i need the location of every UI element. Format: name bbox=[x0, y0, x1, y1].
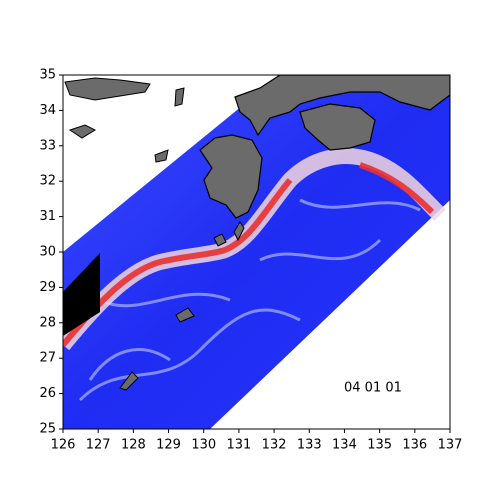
land bbox=[154, 149, 169, 163]
land bbox=[199, 134, 263, 219]
y-tick-label: 32 bbox=[39, 174, 56, 189]
y-tick-label: 31 bbox=[39, 209, 56, 224]
x-tick-label: 129 bbox=[156, 438, 181, 453]
y-tick-label: 28 bbox=[39, 315, 56, 330]
y-tick-label: 35 bbox=[39, 68, 56, 83]
x-tick-label: 136 bbox=[402, 438, 427, 453]
land bbox=[299, 103, 376, 151]
y-tick-label: 33 bbox=[39, 138, 56, 153]
x-tick-label: 134 bbox=[332, 438, 357, 453]
land bbox=[119, 371, 139, 391]
y-tick-label: 29 bbox=[39, 280, 56, 295]
x-tick-label: 131 bbox=[226, 438, 251, 453]
y-tick-label: 26 bbox=[39, 386, 56, 401]
y-tick-label: 27 bbox=[39, 351, 56, 366]
land bbox=[233, 221, 245, 242]
land bbox=[175, 307, 195, 323]
y-tick-label: 25 bbox=[39, 422, 56, 437]
masked-region bbox=[63, 253, 100, 336]
y-tick-label: 34 bbox=[39, 103, 56, 118]
y-tick-label: 30 bbox=[39, 245, 56, 260]
current-core bbox=[63, 162, 435, 347]
x-tick-label: 130 bbox=[191, 438, 216, 453]
eddy-field bbox=[78, 198, 421, 402]
land bbox=[174, 87, 185, 107]
x-tick-label: 133 bbox=[297, 438, 322, 453]
land bbox=[68, 124, 97, 139]
x-tick-label: 128 bbox=[121, 438, 146, 453]
x-tick-label: 132 bbox=[262, 438, 287, 453]
x-tick-label: 135 bbox=[367, 438, 392, 453]
land bbox=[234, 75, 450, 137]
map-field bbox=[63, 75, 450, 429]
land bbox=[213, 233, 227, 247]
x-tick-label: 127 bbox=[86, 438, 111, 453]
annotation: 04 01 01 bbox=[344, 381, 402, 396]
land bbox=[64, 77, 151, 101]
x-tick-label: 137 bbox=[438, 438, 463, 453]
x-tick-label: 126 bbox=[51, 438, 76, 453]
